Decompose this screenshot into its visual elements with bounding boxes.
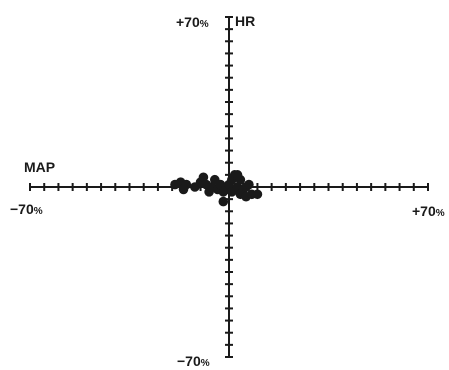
x-max-value: +70 [412,203,436,219]
y-max-unit: % [200,19,209,30]
y-min-unit: % [201,358,210,369]
x-min-unit: % [34,206,43,217]
y-max-tick-label: +70% [176,14,209,30]
y-max-value: +70 [176,14,200,30]
data-point [198,172,209,183]
x-max-unit: % [436,208,445,219]
data-point [218,196,229,207]
x-max-tick-label: +70% [412,203,445,219]
data-point [178,184,189,195]
data-point [252,189,263,200]
x-min-tick-label: −70% [10,201,43,217]
y-min-value: −70 [177,353,201,369]
x-axis-label: MAP [24,159,55,175]
y-axis-label: HR [235,13,255,29]
data-point [244,179,254,190]
y-min-tick-label: −70% [177,353,210,369]
data-points [170,170,263,207]
data-point [232,170,243,180]
x-min-value: −70 [10,201,34,217]
